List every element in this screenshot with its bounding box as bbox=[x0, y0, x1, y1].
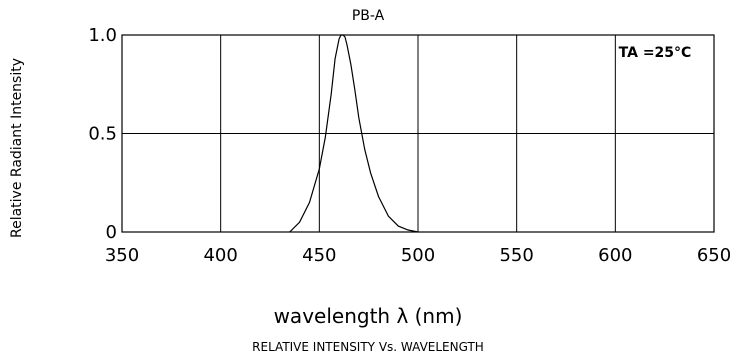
x-tick-labels: 350 400 450 500 550 600 650 bbox=[105, 245, 731, 266]
x-tick-label: 450 bbox=[302, 245, 336, 266]
y-axis-label: Relative Radiant Intensity bbox=[9, 58, 25, 238]
grid-lines bbox=[122, 35, 714, 232]
chart-caption: RELATIVE INTENSITY Vs. WAVELENGTH bbox=[252, 340, 484, 354]
x-tick-label: 500 bbox=[401, 245, 435, 266]
x-tick-label: 350 bbox=[105, 245, 139, 266]
series-line bbox=[289, 34, 419, 233]
y-tick-label: 1.0 bbox=[88, 25, 117, 46]
x-tick-label: 650 bbox=[697, 245, 731, 266]
x-tick-label: 550 bbox=[499, 245, 533, 266]
x-tick-label: 600 bbox=[598, 245, 632, 266]
y-tick-labels: 0 0.5 1.0 bbox=[88, 25, 117, 243]
temperature-annotation: TA =25°C bbox=[619, 45, 692, 61]
chart-title: PB-A bbox=[352, 8, 385, 24]
y-tick-label: 0.5 bbox=[88, 124, 117, 145]
x-axis-label: wavelength λ (nm) bbox=[274, 304, 463, 328]
y-tick-label: 0 bbox=[106, 222, 117, 243]
x-tick-label: 400 bbox=[203, 245, 237, 266]
